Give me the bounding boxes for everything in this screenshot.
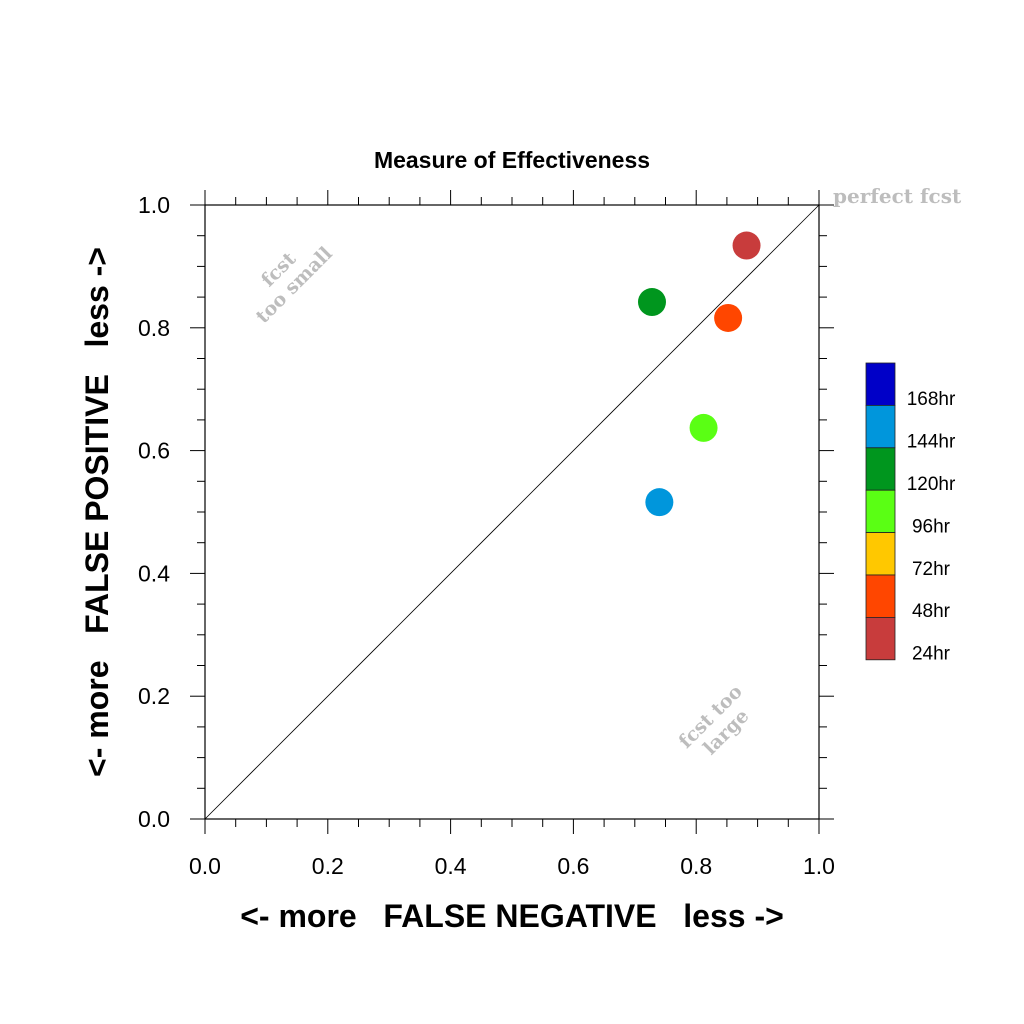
legend-swatch-48hr bbox=[865, 574, 896, 618]
legend-swatch-96hr bbox=[865, 489, 896, 534]
x-tick-label: 0.4 bbox=[435, 853, 467, 879]
point-24hr bbox=[732, 231, 761, 260]
y-tick-label: 0.6 bbox=[138, 438, 170, 464]
legend-swatch-168hr bbox=[865, 362, 896, 406]
chart-title: Measure of Effectiveness bbox=[374, 147, 650, 173]
legend-label-24hr: 24hr bbox=[912, 644, 951, 665]
y-tick-label: 1.0 bbox=[138, 192, 170, 218]
legend-label-120hr: 120hr bbox=[907, 474, 956, 495]
legend-label-48hr: 48hr bbox=[912, 601, 951, 622]
fcst-too-small-annotation: fcst too small bbox=[252, 243, 337, 328]
x-tick-label: 0.0 bbox=[189, 853, 221, 879]
y-tick-label: 0.0 bbox=[138, 806, 170, 832]
perfect-fcst-annotation: perfect fcst bbox=[833, 184, 962, 208]
fcst-too-small-line2: too small bbox=[252, 243, 337, 328]
perfect-forecast-diagonal bbox=[204, 204, 820, 820]
y-axis-label: <- more FALSE POSITIVE less -> bbox=[79, 247, 115, 777]
legend-label-144hr: 144hr bbox=[907, 432, 956, 453]
legend-swatch-72hr bbox=[865, 532, 896, 576]
x-tick-label: 0.8 bbox=[680, 853, 712, 879]
axis-tick-labels: 0.0 0.2 0.4 0.6 0.8 1.0 0.0 0.2 0.4 0.6 0.8 1.0 bbox=[138, 192, 835, 879]
x-tick-label: 1.0 bbox=[803, 853, 835, 879]
legend-swatch-144hr bbox=[865, 404, 896, 449]
axis-ticks bbox=[190, 190, 834, 834]
x-tick-label: 0.6 bbox=[557, 853, 589, 879]
legend-label-96hr: 96hr bbox=[912, 516, 951, 537]
point-96hr bbox=[689, 413, 718, 442]
data-points bbox=[637, 231, 761, 517]
legend-swatch-120hr bbox=[865, 447, 896, 491]
y-tick-label: 0.8 bbox=[138, 315, 170, 341]
legend-label-168hr: 168hr bbox=[907, 389, 956, 410]
plot-frame bbox=[204, 204, 820, 820]
legend: 168hr 144hr 120hr 96hr 72hr 48hr 24hr bbox=[865, 362, 956, 665]
point-144hr bbox=[645, 488, 674, 517]
y-tick-label: 0.2 bbox=[138, 683, 170, 709]
fcst-too-large-annotation: fcst too large bbox=[675, 681, 754, 760]
point-120hr bbox=[637, 288, 666, 317]
x-tick-label: 0.2 bbox=[312, 853, 344, 879]
x-axis-label: <- more FALSE NEGATIVE less -> bbox=[240, 898, 784, 934]
y-tick-label: 0.4 bbox=[138, 560, 170, 586]
point-48hr bbox=[714, 303, 743, 332]
legend-swatch-24hr bbox=[865, 617, 896, 661]
legend-label-72hr: 72hr bbox=[912, 559, 951, 580]
